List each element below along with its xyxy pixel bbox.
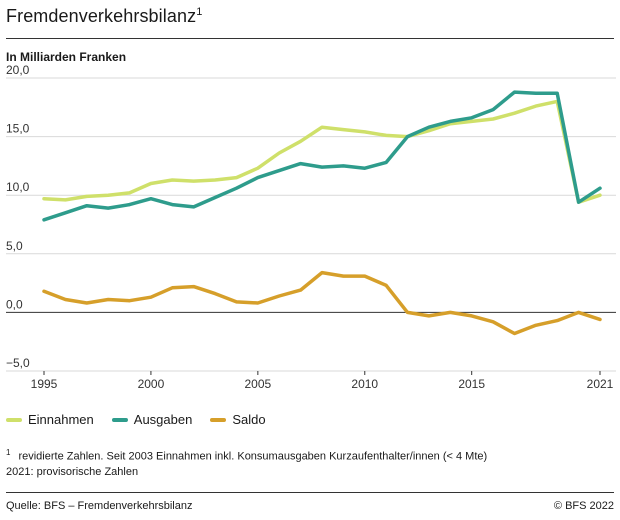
y-tick-label: 15,0 (6, 122, 30, 136)
legend-item-saldo: Saldo (210, 412, 266, 427)
chart-subtitle: In Milliarden Franken (6, 50, 127, 64)
series-line-saldo (42, 270, 602, 336)
series-line-ausgaben (42, 90, 602, 222)
legend-label-ausgaben: Ausgaben (133, 412, 193, 427)
legend-label-saldo: Saldo (232, 412, 266, 427)
footnote-line-1: revidierte Zahlen. Seit 2003 Einnahmen i… (18, 450, 488, 463)
series-line-einnahmen (42, 99, 602, 204)
x-tick-label: 2010 (351, 377, 378, 391)
footnote: 1 revidierte Zahlen. Seit 2003 Einnahmen … (6, 445, 487, 480)
x-tick-label: 2021 (587, 377, 614, 391)
legend-swatch-einnahmen (6, 417, 22, 422)
footnote-marker: 1 (6, 448, 11, 457)
legend-item-einnahmen: Einnahmen (6, 412, 94, 427)
source-note: Quelle: BFS – Fremdenverkehrsbilanz (6, 500, 193, 512)
copyright: © BFS 2022 (553, 500, 614, 512)
legend-label-einnahmen: Einnahmen (28, 412, 94, 427)
y-tick-label: 20,0 (6, 63, 30, 77)
legend-item-ausgaben: Ausgaben (111, 412, 193, 427)
y-tick-label: 5,0 (6, 239, 23, 253)
legend: Einnahmen Ausgaben Saldo (6, 412, 266, 427)
bottom-divider (6, 492, 614, 493)
y-tick-label: 0,0 (6, 297, 23, 311)
x-tick-label: 1995 (31, 377, 58, 391)
x-tick-label: 2000 (138, 377, 165, 391)
y-tick-label: 10,0 (6, 180, 30, 194)
legend-swatch-saldo (210, 417, 227, 422)
x-tick-label: 2005 (244, 377, 271, 391)
chart-title: Fremdenverkehrsbilanz1 (6, 6, 203, 26)
x-tick-label: 2015 (458, 377, 485, 391)
title-footnote-marker: 1 (196, 6, 203, 18)
legend-swatch-ausgaben (111, 417, 128, 422)
footnote-line-2: 2021: provisorische Zahlen (6, 465, 139, 478)
y-tick-label: −5,0 (6, 356, 30, 370)
top-divider (6, 38, 614, 39)
